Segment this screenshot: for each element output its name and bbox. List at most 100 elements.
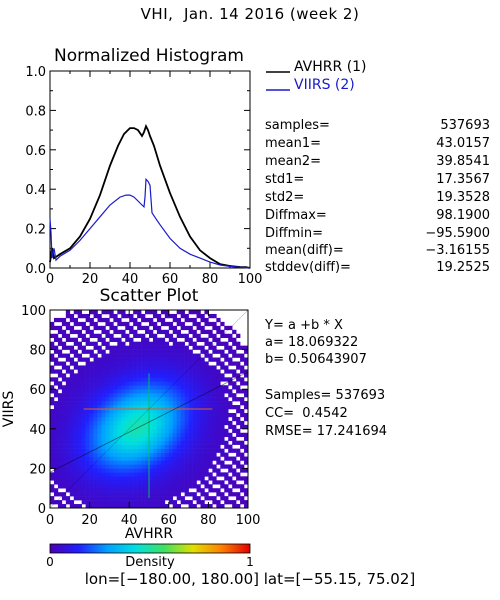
- density-cell: [117, 405, 122, 410]
- density-cell: [61, 401, 67, 406]
- stat-label: std1=: [265, 172, 305, 187]
- density-cell: [121, 333, 126, 339]
- density-cell: [121, 345, 126, 350]
- density-cell: [192, 472, 197, 477]
- density-cell: [65, 488, 71, 493]
- scatter-axes: [49, 309, 249, 509]
- density-cell: [93, 381, 98, 386]
- density-cell: [160, 416, 166, 422]
- stat-value: 19.3528: [436, 190, 490, 205]
- density-cell: [113, 444, 118, 449]
- density-cell: [180, 456, 185, 461]
- density-cell: [133, 405, 138, 410]
- density-cell: [180, 464, 185, 469]
- density-cell: [121, 456, 126, 461]
- density-cell: [180, 361, 185, 366]
- density-cell: [212, 420, 217, 426]
- density-cell: [152, 310, 158, 315]
- density-cell: [85, 401, 90, 406]
- density-cell: [172, 353, 178, 358]
- density-cell: [164, 361, 170, 366]
- density-cell: [145, 452, 150, 457]
- density-cell: [200, 377, 205, 382]
- density-cell: [149, 488, 154, 493]
- density-cell: [172, 369, 178, 374]
- density-cell: [53, 405, 59, 410]
- density-cell: [240, 365, 245, 370]
- density-cell: [212, 480, 217, 485]
- density-cell: [53, 440, 59, 445]
- density-cell: [85, 436, 90, 441]
- density-cell: [192, 385, 197, 390]
- density-cell: [69, 424, 75, 430]
- density-cell: [156, 381, 162, 386]
- density-cell: [184, 405, 189, 410]
- density-cell: [196, 464, 201, 469]
- density-cell: [97, 436, 102, 441]
- density-cell: [97, 476, 102, 481]
- density-cell: [160, 345, 166, 350]
- density-cell: [188, 424, 193, 430]
- density-cell: [85, 452, 90, 457]
- density-cell: [172, 480, 178, 485]
- density-cell: [81, 464, 86, 469]
- density-cell: [149, 377, 154, 382]
- density-cell: [149, 361, 154, 366]
- density-cell: [244, 504, 249, 509]
- density-cell: [168, 428, 174, 434]
- density-cell: [164, 492, 170, 497]
- density-cell: [57, 484, 63, 489]
- density-cell: [125, 313, 130, 319]
- density-cell: [236, 416, 241, 422]
- density-cell: [168, 412, 174, 418]
- y-tick-label: 60: [29, 383, 46, 398]
- density-cell: [192, 365, 197, 370]
- density-cell: [73, 341, 79, 346]
- density-cell: [236, 397, 241, 402]
- density-cell: [65, 381, 71, 386]
- density-cell: [101, 500, 106, 505]
- density-cell: [208, 401, 213, 406]
- density-cell: [145, 412, 150, 418]
- density-cell: [216, 329, 221, 335]
- density-cell: [232, 412, 237, 418]
- density-cell: [137, 357, 142, 362]
- density-cell: [200, 365, 205, 370]
- density-cell: [141, 428, 146, 434]
- density-cell: [192, 468, 197, 473]
- y-tick-label: 0.8: [25, 104, 46, 119]
- density-cell: [101, 409, 106, 414]
- density-cell: [73, 389, 79, 394]
- density-cell: [77, 444, 82, 449]
- density-cell: [81, 480, 86, 485]
- density-cell: [176, 484, 181, 489]
- density-cell: [145, 409, 150, 414]
- density-cell: [89, 468, 94, 473]
- density-cell: [172, 409, 178, 414]
- density-cell: [141, 325, 146, 331]
- density-cell: [101, 337, 106, 342]
- density-cell: [196, 468, 201, 473]
- density-cell: [164, 393, 170, 398]
- density-cell: [85, 468, 90, 473]
- density-cell: [81, 401, 86, 406]
- density-cell: [121, 353, 126, 358]
- density-cell: [200, 385, 205, 390]
- density-cell: [133, 460, 138, 465]
- density-cell: [152, 456, 158, 461]
- density-cell: [105, 412, 110, 418]
- density-cell: [236, 365, 241, 370]
- density-cell: [133, 464, 138, 469]
- density-cell: [236, 440, 241, 445]
- density-cell: [105, 321, 110, 327]
- density-cell: [149, 504, 154, 509]
- density-cell: [204, 329, 209, 335]
- density-cell: [164, 440, 170, 445]
- density-cell: [77, 484, 82, 489]
- density-cell: [113, 476, 118, 481]
- density-cell: [137, 377, 142, 382]
- density-cell: [152, 472, 158, 477]
- density-cell: [200, 416, 205, 422]
- density-cell: [232, 448, 237, 453]
- density-cell: [129, 484, 134, 489]
